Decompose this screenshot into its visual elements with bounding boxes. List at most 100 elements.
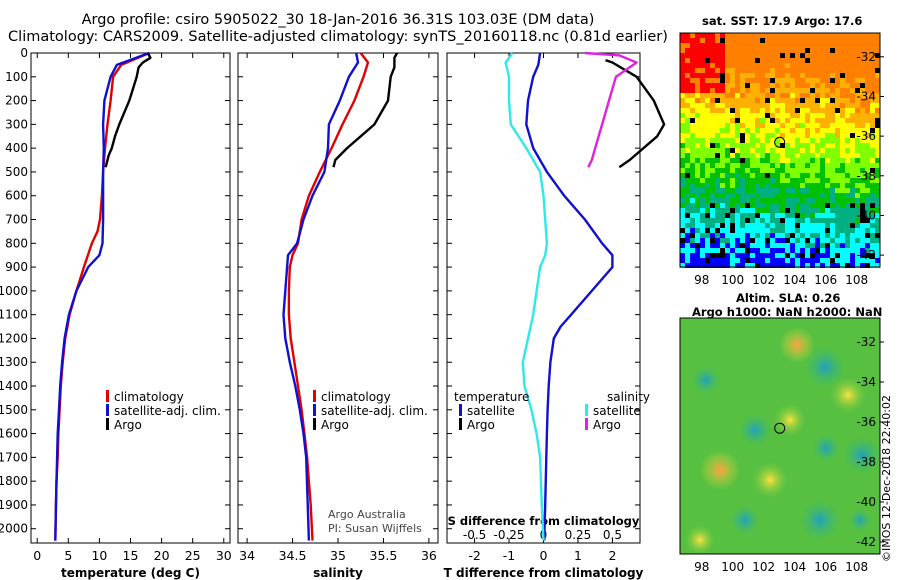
- sla-blob: [848, 508, 872, 532]
- sst-cell: [790, 38, 795, 43]
- x-tick-label: 0: [33, 548, 41, 563]
- sst-cell: [785, 53, 790, 58]
- sst-cell: [725, 158, 730, 163]
- sst-cell: [685, 218, 690, 223]
- sst-cell: [785, 83, 790, 88]
- sst-cell: [745, 108, 750, 113]
- sst-cell: [775, 253, 780, 258]
- sst-cell: [710, 123, 715, 128]
- sst-cell: [690, 48, 695, 53]
- sst-cell: [825, 103, 830, 108]
- sst-cell: [745, 238, 750, 243]
- sst-cell: [735, 63, 740, 68]
- sst-cell: [795, 188, 800, 193]
- sst-cell: [780, 53, 785, 58]
- sst-cell: [825, 43, 830, 48]
- sst-cell: [840, 158, 845, 163]
- sst-cell: [705, 128, 710, 133]
- sst-cell: [800, 138, 805, 143]
- map-lat-label: -34: [856, 375, 876, 389]
- sst-cell: [735, 208, 740, 213]
- sst-cell: [800, 163, 805, 168]
- sst-cell: [720, 208, 725, 213]
- sst-cell: [710, 73, 715, 78]
- sst-cell: [835, 143, 840, 148]
- sst-cell: [735, 68, 740, 73]
- sst-cell: [680, 183, 685, 188]
- sst-cell: [785, 133, 790, 138]
- sst-cell: [805, 243, 810, 248]
- depth-tick-label: 200: [5, 94, 28, 108]
- sst-cell: [680, 103, 685, 108]
- sst-cell: [775, 223, 780, 228]
- sst-cell: [795, 238, 800, 243]
- sst-cell: [710, 198, 715, 203]
- sst-cell: [680, 178, 685, 183]
- sst-cell: [850, 193, 855, 198]
- sst-cell: [740, 243, 745, 248]
- sst-cell: [780, 203, 785, 208]
- sst-cell: [705, 243, 710, 248]
- sst-cell: [805, 118, 810, 123]
- sst-cell: [840, 203, 845, 208]
- sst-cell: [775, 218, 780, 223]
- sst-cell: [870, 143, 875, 148]
- sst-cell: [725, 103, 730, 108]
- sst-cell: [860, 118, 865, 123]
- sst-cell: [790, 263, 795, 268]
- sst-cell: [690, 133, 695, 138]
- sla-blob: [774, 404, 806, 436]
- sst-cell: [870, 103, 875, 108]
- sst-cell: [800, 143, 805, 148]
- map-lat-label: -32: [856, 50, 876, 64]
- sst-cell: [705, 68, 710, 73]
- sst-cell: [755, 118, 760, 123]
- sst-cell: [735, 238, 740, 243]
- sst-cell: [780, 158, 785, 163]
- sst-cell: [845, 48, 850, 53]
- sst-cell: [825, 213, 830, 218]
- sst-cell: [865, 48, 870, 53]
- sst-cell: [740, 73, 745, 78]
- sst-cell: [850, 173, 855, 178]
- sst-cell: [820, 63, 825, 68]
- sst-cell: [875, 63, 880, 68]
- sst-cell: [770, 203, 775, 208]
- sst-cell: [780, 238, 785, 243]
- sst-cell: [710, 193, 715, 198]
- sst-cell: [740, 113, 745, 118]
- sst-cell: [775, 243, 780, 248]
- sst-cell: [810, 38, 815, 43]
- sst-cell: [740, 223, 745, 228]
- sst-cell: [855, 178, 860, 183]
- sst-cell: [790, 193, 795, 198]
- series-line: [104, 52, 152, 168]
- sst-cell: [685, 53, 690, 58]
- sst-cell: [760, 83, 765, 88]
- sst-cell: [835, 78, 840, 83]
- sst-cell: [825, 263, 830, 268]
- sst-cell: [785, 218, 790, 223]
- sst-cell: [850, 218, 855, 223]
- sst-cell: [730, 263, 735, 268]
- sst-cell: [870, 223, 875, 228]
- sst-cell: [730, 258, 735, 263]
- sst-cell: [845, 78, 850, 83]
- sst-cell: [735, 233, 740, 238]
- sst-cell: [805, 168, 810, 173]
- sst-cell: [770, 63, 775, 68]
- sst-cell: [695, 193, 700, 198]
- sst-cell: [870, 93, 875, 98]
- sst-cell: [745, 148, 750, 153]
- sst-cell: [770, 158, 775, 163]
- sst-cell: [865, 33, 870, 38]
- sst-cell: [805, 143, 810, 148]
- sst-cell: [725, 173, 730, 178]
- sst-cell: [745, 103, 750, 108]
- sst-cell: [875, 183, 880, 188]
- sst-cell: [700, 123, 705, 128]
- sst-cell: [825, 68, 830, 73]
- legend-swatch: [313, 404, 316, 416]
- sst-cell: [735, 148, 740, 153]
- sst-cell: [870, 253, 875, 258]
